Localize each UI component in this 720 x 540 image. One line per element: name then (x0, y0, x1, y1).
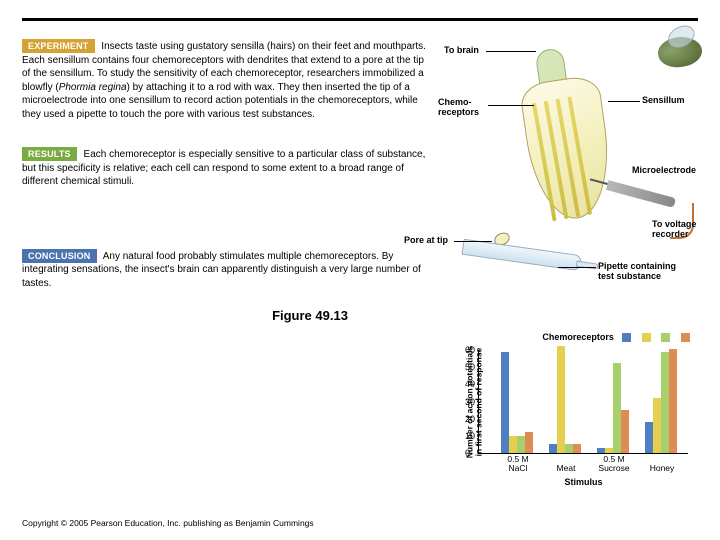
figure-label: Figure 49.13 (192, 308, 428, 323)
legend-swatch-2 (661, 333, 670, 342)
microelectrode-shape (606, 180, 676, 208)
legend-title: Chemoreceptors (542, 332, 614, 342)
label-to-voltage: To voltage recorder (652, 219, 696, 239)
fly-illustration (656, 33, 705, 70)
ytick: 30 (465, 397, 475, 407)
ytick: 60 (465, 345, 475, 355)
conclusion-paragraph: CONCLUSION Any natural food probably sti… (22, 249, 428, 291)
bar (669, 349, 677, 453)
bar (653, 398, 661, 453)
legend-swatch-1 (642, 333, 651, 342)
xlabel: 0.5 M Sucrose (598, 455, 629, 473)
legend-swatch-0 (622, 333, 631, 342)
chart-axes: Number of action potentials in first sec… (478, 350, 688, 454)
bar (661, 352, 669, 453)
bar (613, 363, 621, 453)
top-rule (22, 18, 698, 21)
experiment-italic: Phormia regina (59, 82, 127, 93)
xlabel: 0.5 M NaCl (507, 455, 528, 473)
label-pore: Pore at tip (404, 235, 448, 245)
copyright-text: Copyright © 2005 Pearson Education, Inc.… (22, 518, 314, 528)
ytick: 20 (465, 414, 475, 424)
results-text: Each chemoreceptor is especially sensiti… (22, 149, 425, 187)
bar (573, 444, 581, 453)
bar (517, 436, 525, 453)
bar (605, 448, 613, 453)
results-paragraph: RESULTS Each chemoreceptor is especially… (22, 147, 428, 189)
bar (597, 448, 605, 453)
label-chemoreceptors: Chemo- receptors (438, 97, 479, 117)
bar (525, 432, 533, 453)
left-column: EXPERIMENT Insects taste using gustatory… (22, 39, 428, 323)
xlabel: Meat (557, 464, 576, 473)
experiment-badge: EXPERIMENT (22, 39, 95, 53)
label-to-brain: To brain (444, 45, 479, 55)
bar (621, 410, 629, 453)
xlabel: Honey (650, 464, 675, 473)
bar (501, 352, 509, 453)
chart-legend: Chemoreceptors (542, 332, 692, 342)
label-pipette: Pipette containing test substance (598, 261, 676, 281)
bar (645, 422, 653, 453)
experiment-paragraph: EXPERIMENT Insects taste using gustatory… (22, 39, 428, 121)
label-sensillum: Sensillum (642, 95, 685, 105)
right-column: To brain Chemo- receptors Sensillum Micr… (438, 39, 698, 323)
results-badge: RESULTS (22, 147, 77, 161)
bar (557, 346, 565, 453)
chemoreceptor-chart: Chemoreceptors Number of action potentia… (422, 346, 692, 476)
bar (509, 436, 517, 453)
conclusion-badge: CONCLUSION (22, 249, 97, 263)
bar (565, 444, 573, 453)
chart-xaxis-title: Stimulus (564, 477, 602, 487)
legend-swatch-3 (681, 333, 690, 342)
ytick: 10 (465, 431, 475, 441)
bar (549, 444, 557, 453)
ytick: 50 (465, 362, 475, 372)
ytick: 40 (465, 379, 475, 389)
label-microelectrode: Microelectrode (632, 165, 696, 175)
main-row: EXPERIMENT Insects taste using gustatory… (22, 39, 698, 323)
sensillum-diagram: To brain Chemo- receptors Sensillum Micr… (438, 39, 698, 279)
ytick: 0 (465, 448, 470, 458)
